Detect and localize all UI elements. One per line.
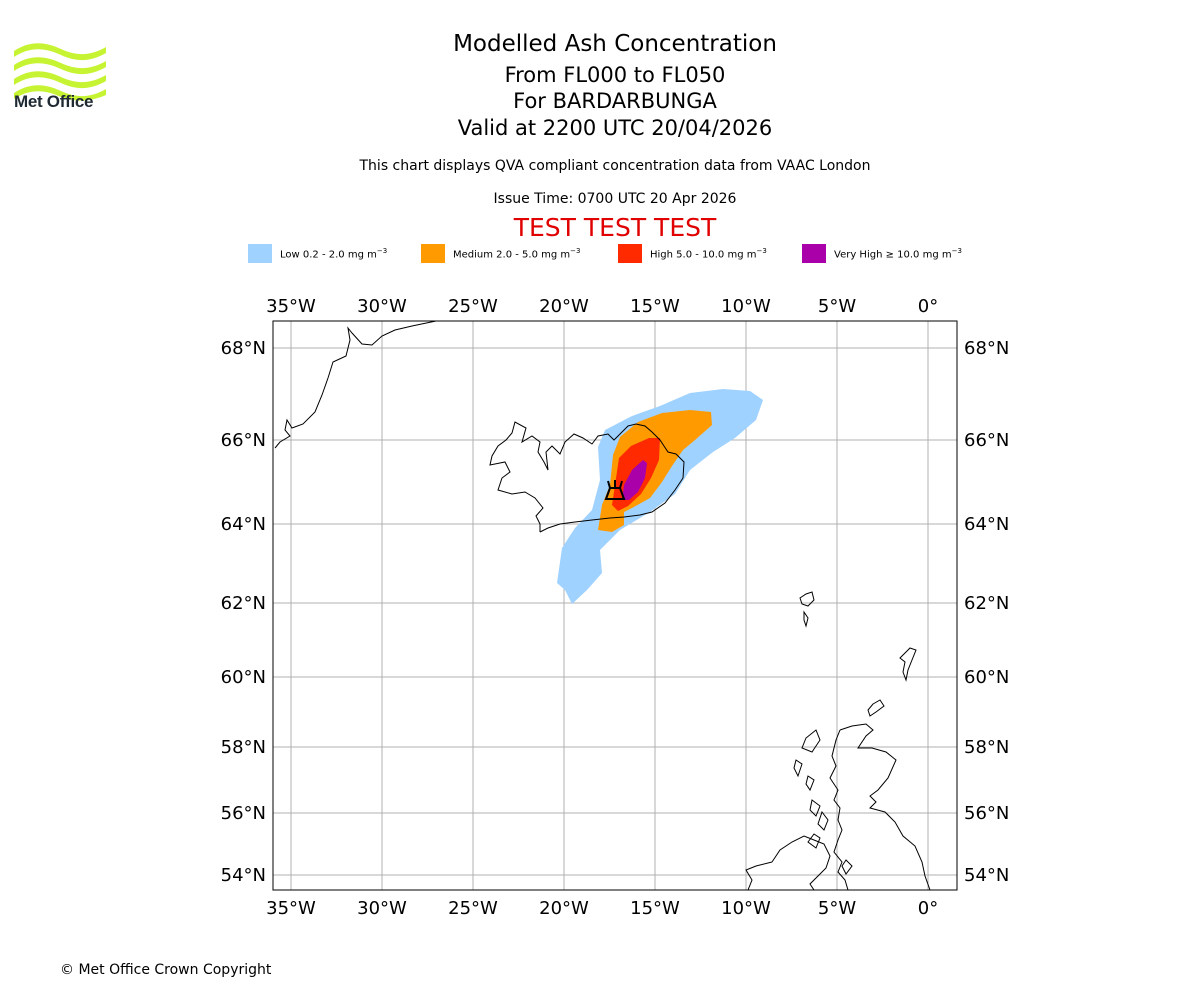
ash-very-high-region [622, 460, 647, 500]
lon-label: 30°W [357, 898, 407, 919]
lat-label: 66°N [221, 430, 266, 451]
coast-faroe [799, 591, 815, 628]
coast-greenland [274, 321, 437, 449]
coastlines [274, 321, 931, 890]
coast-islay [807, 833, 853, 875]
legend-label-low: Low 0.2 - 2.0 mg m [280, 249, 377, 261]
legend-label-medium: Medium 2.0 - 5.0 mg m [453, 249, 571, 261]
test-banner: TEST TEST TEST [513, 213, 717, 242]
lon-label: 5°W [818, 296, 856, 317]
lat-label: 68°N [964, 338, 1009, 359]
lon-label: 15°W [630, 898, 680, 919]
lat-label: 60°N [221, 667, 266, 688]
lat-label: 66°N [964, 430, 1009, 451]
legend-label-high: High 5.0 - 10.0 mg m [650, 249, 757, 261]
map-frame [272, 320, 958, 891]
copyright: © Met Office Crown Copyright [60, 962, 272, 978]
lat-label: 64°N [221, 514, 266, 535]
lon-label: 10°W [721, 898, 771, 919]
volcano-name: For BARDARBUNGA [513, 89, 717, 113]
lon-label: 10°W [721, 296, 771, 317]
ash-low-region [557, 389, 763, 604]
graticule [273, 321, 957, 890]
coast-ireland [745, 835, 831, 890]
lat-label: 62°N [964, 593, 1009, 614]
legend-label-very-high: Very High ≥ 10.0 mg m [834, 249, 952, 261]
valid-time: Valid at 2200 UTC 20/04/2026 [457, 116, 773, 140]
coast-orkney [867, 699, 885, 717]
lat-label: 56°N [964, 803, 1009, 824]
lon-label: 20°W [539, 296, 589, 317]
legend-swatch-very-high [802, 244, 826, 263]
coast-britain [829, 723, 931, 890]
legend-swatch-medium [421, 244, 445, 263]
lon-label: 35°W [266, 898, 316, 919]
coast-hebrides [793, 729, 829, 831]
lat-label: 64°N [964, 514, 1009, 535]
lon-label: 20°W [539, 898, 589, 919]
volcano-icon [604, 480, 626, 500]
lon-label: 0° [918, 296, 938, 317]
chart-title: Modelled Ash Concentration [453, 31, 777, 57]
issue-time: Issue Time: 0700 UTC 20 Apr 2026 [493, 191, 737, 207]
lon-label: 25°W [448, 898, 498, 919]
legend-swatch-high [618, 244, 642, 263]
lat-label: 68°N [221, 338, 266, 359]
lon-label: 0° [918, 898, 938, 919]
flight-levels: From FL000 to FL050 [504, 63, 726, 87]
lat-label: 62°N [221, 593, 266, 614]
qva-note: This chart displays QVA compliant concen… [359, 158, 871, 174]
lat-label: 54°N [221, 865, 266, 886]
legend-swatch-low [248, 244, 272, 263]
lat-label: 56°N [221, 803, 266, 824]
lon-label: 5°W [818, 898, 856, 919]
lat-label: 58°N [964, 737, 1009, 758]
lon-label: 25°W [448, 296, 498, 317]
met-office-logo-icon [14, 43, 106, 101]
lat-label: 58°N [221, 737, 266, 758]
lon-label: 35°W [266, 296, 316, 317]
lat-label: 54°N [964, 865, 1009, 886]
coast-shetland [899, 647, 917, 682]
lat-label: 60°N [964, 667, 1009, 688]
axis-labels: 35°W 35°W 30°W 30°W 25°W 25°W 20°W 20°W 15°W 15°W… [221, 296, 1010, 919]
lon-label: 15°W [630, 296, 680, 317]
lon-label: 30°W [357, 296, 407, 317]
coast-iceland [489, 421, 685, 533]
logo-text: Met Office [14, 92, 94, 111]
